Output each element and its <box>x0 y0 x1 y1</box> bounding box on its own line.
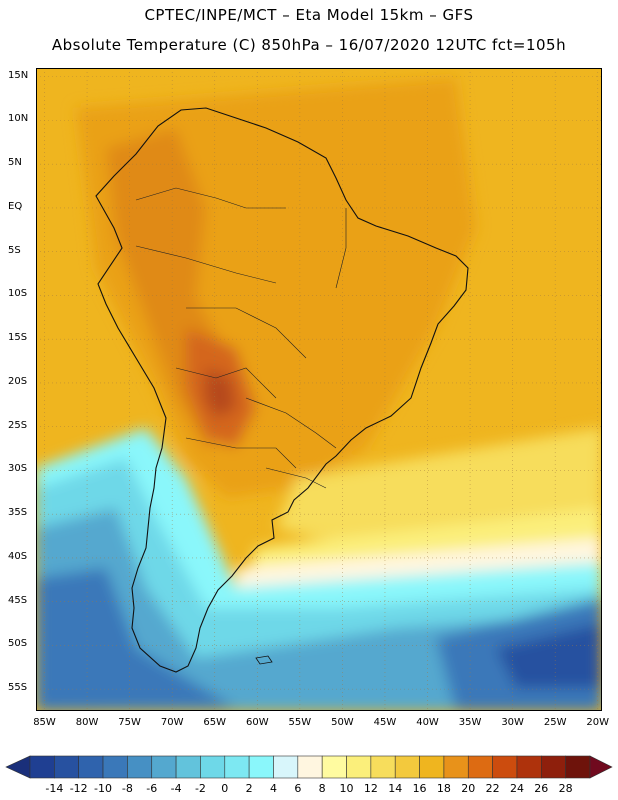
colorbar-swatch <box>175 755 201 779</box>
temp-field-m12 <box>496 623 602 688</box>
colorbar-swatch <box>54 755 79 779</box>
colorbar-swatch <box>224 755 250 779</box>
colorbar-swatch <box>541 755 566 779</box>
colorbar-swatch <box>78 755 104 779</box>
colorbar-swatch <box>516 755 542 779</box>
lat-tick-label: 55S <box>8 682 28 694</box>
country-borders <box>135 187 347 489</box>
colorbar-swatch <box>102 755 128 779</box>
colorbar-under-arrow <box>5 755 31 779</box>
colorbar-swatch <box>565 755 591 779</box>
lat-tick-label: 10N <box>8 113 29 125</box>
lon-tick-label: 70W <box>160 717 184 728</box>
colorbar-swatch <box>151 755 177 779</box>
colorbar-label: 24 <box>509 782 524 795</box>
lat-tick-label: 20S <box>8 375 28 387</box>
colorbar-label: 14 <box>388 782 403 795</box>
colorbar-label: 0 <box>221 782 229 795</box>
colorbar-label: 12 <box>363 782 378 795</box>
colorbar-swatch <box>273 755 299 779</box>
colorbar-label: 26 <box>534 782 549 795</box>
lat-tick-label: 15N <box>8 69 29 81</box>
colorbar-label: 18 <box>436 782 451 795</box>
colorbar-over-arrow <box>589 755 613 779</box>
lat-tick-label: 45S <box>8 594 28 606</box>
temp-field-m8 <box>36 568 236 711</box>
colorbar-swatch <box>346 755 372 779</box>
lon-tick-label: 55W <box>288 717 312 728</box>
lon-tick-label: 65W <box>203 717 227 728</box>
colorbar-swatch <box>29 755 55 779</box>
lat-tick-label: 40S <box>8 550 28 562</box>
colorbar-label: -6 <box>146 782 158 795</box>
title-line-2: Absolute Temperature (C) 850hPa – 16/07/… <box>51 36 567 54</box>
colorbar-label: -14 <box>45 782 64 795</box>
colorbar-label: 4 <box>269 782 277 795</box>
lat-tick-label: 5S <box>8 244 21 256</box>
temp-field-24 <box>204 368 236 418</box>
colorbar-label: -12 <box>69 782 88 795</box>
colorbar-label: 8 <box>318 782 326 795</box>
lat-tick-label: 30S <box>8 463 28 475</box>
lon-tick-label: 75W <box>118 717 141 728</box>
lat-tick-label: EQ <box>8 200 23 212</box>
colorbar-label: -2 <box>194 782 206 795</box>
title-line-1: CPTEC/INPE/MCT – Eta Model 15km – GFS <box>144 6 474 24</box>
colorbar-swatch <box>297 755 323 779</box>
colorbar-label: -10 <box>94 782 113 795</box>
lon-tick-label: 85W <box>33 717 56 728</box>
colorbar-swatch <box>467 755 493 779</box>
colorbar-label: 20 <box>461 782 476 795</box>
lon-tick-label: 20W <box>586 717 610 728</box>
colorbar-label: 10 <box>339 782 354 795</box>
lon-tick-label: 30W <box>501 717 524 728</box>
colorbar-swatch <box>248 755 274 779</box>
lon-tick-label: 40W <box>416 717 439 728</box>
colorbar-swatch <box>370 755 396 779</box>
colorbar-label: 28 <box>558 782 573 795</box>
lon-tick-label: 45W <box>373 717 397 728</box>
colorbar-label: 16 <box>412 782 427 795</box>
colorbar-label: -4 <box>170 782 182 795</box>
colorbar-label: -8 <box>121 782 133 795</box>
lat-tick-label: 25S <box>8 419 28 431</box>
coastline <box>95 107 469 673</box>
lon-tick-label: 35W <box>458 717 482 728</box>
lat-tick-label: 35S <box>8 507 28 519</box>
lon-tick-label: 60W <box>245 717 269 728</box>
colorbar <box>5 755 613 779</box>
colorbar-label: 22 <box>485 782 500 795</box>
colorbar-swatch <box>492 755 518 779</box>
colorbar-swatch <box>321 755 347 779</box>
colorbar-swatch <box>443 755 469 779</box>
falkland-islands <box>255 655 273 665</box>
lon-tick-label: 80W <box>75 717 99 728</box>
colorbar-swatch <box>200 755 226 779</box>
colorbar-swatch <box>394 755 420 779</box>
lon-tick-label: 25W <box>543 717 567 728</box>
colorbar-label: 2 <box>245 782 253 795</box>
lat-tick-label: 50S <box>8 638 28 650</box>
colorbar-swatch <box>419 755 445 779</box>
colorbar-label: 6 <box>294 782 302 795</box>
temp-field-8 <box>236 538 602 593</box>
lat-tick-label: 10S <box>8 288 28 300</box>
temperature-map <box>36 68 602 711</box>
lat-tick-label: 15S <box>8 332 28 344</box>
colorbar-swatch <box>127 755 153 779</box>
lat-tick-label: 5N <box>8 157 22 169</box>
lon-tick-label: 50W <box>331 717 354 728</box>
